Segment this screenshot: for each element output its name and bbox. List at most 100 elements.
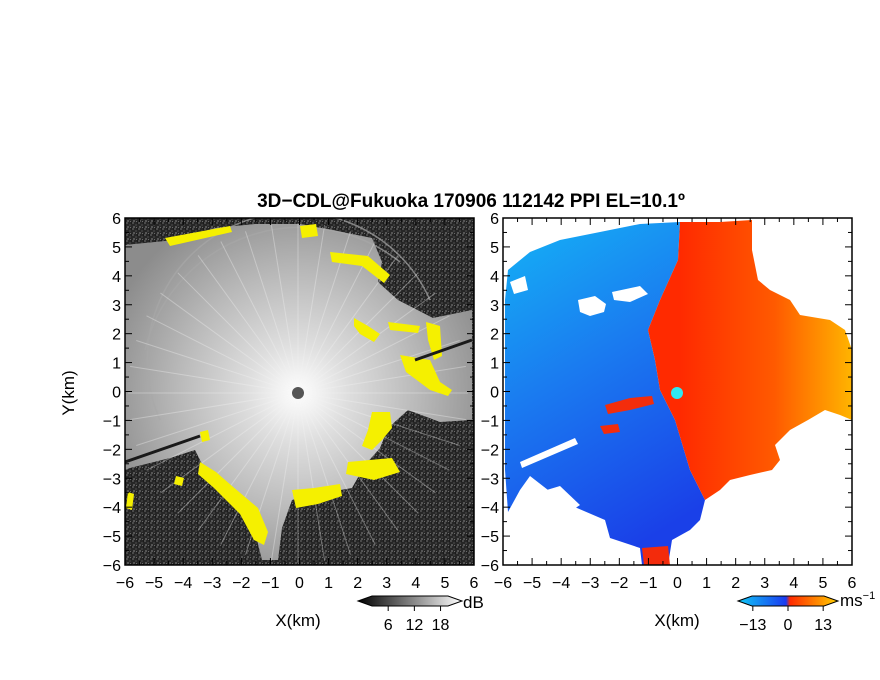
y-tick-label: 4 [490,269,499,286]
echo-ray [270,225,299,394]
velocity-receding-region [648,220,852,500]
x-tick-label: 1 [324,575,333,592]
reflectivity-radar-site [292,387,304,399]
x-tick-label: 6 [848,575,857,592]
x-tick-label: −4 [174,575,192,592]
x-tick-label: −6 [116,575,134,592]
y-tick-label: −4 [103,500,121,517]
x-tick-label: −5 [145,575,163,592]
x-tick-label: 1 [702,575,711,592]
y-tick-label: 3 [112,298,121,315]
x-tick-label: −1 [639,575,657,592]
y-tick-label: 1 [490,356,499,373]
echo-ray [160,392,299,494]
echo-ray [297,292,436,394]
echo-ray [146,392,299,471]
echo-ray [177,272,299,394]
echo-ray [130,365,299,394]
x-tick-label: −4 [552,575,570,592]
echo-ray [220,392,299,545]
x-tick-label: 3 [760,575,769,592]
colorbar-tick-label: 13 [814,617,832,634]
velocity-image [503,218,852,565]
echo-ray [160,292,299,394]
echo-ray [297,241,376,394]
y-tick-label: −6 [103,558,121,575]
echo-ray [130,392,299,421]
y-tick-label: −2 [103,442,121,459]
reflectivity-flagged-echoes [126,224,452,545]
reflectivity-image [125,218,474,565]
y-tick-label: 6 [112,211,121,228]
echo-ray [220,241,299,394]
x-tick-label: −3 [581,575,599,592]
chart-title: 3D−CDL@Fukuoka 170906 112142 PPI EL=10.1… [257,191,685,212]
x-tick-label: 4 [789,575,798,592]
x-tick-label: −1 [261,575,279,592]
x-tick-label: −5 [523,575,541,592]
reflectivity-colorbar-unit: dB [463,593,484,612]
reflectivity-panel: −6 −5 −4 −3 −2 −1 0 1 2 3 4 5 6 −6 −5 −4 −3 −2 −1 0 1 2 3 4 5 6 X… [59,211,479,630]
x-tick-label: −2 [232,575,250,592]
echo-ray [146,315,299,394]
y-tick-label: −1 [103,413,121,430]
velocity-colorbar-unit: ms−1 [840,590,875,610]
x-tick-label: 5 [818,575,827,592]
echo-ray [136,339,299,394]
velocity-approaching-region [505,222,705,565]
x-tick-label: 2 [731,575,740,592]
echo-ray [297,315,450,394]
velocity-radar-site [671,387,683,399]
y-tick-label: 4 [112,269,121,286]
x-tick-label: 6 [470,575,479,592]
echo-ray [297,392,352,555]
echo-ray [297,225,326,394]
echo-ray [136,392,299,447]
velocity-colorbar: −13 0 13 ms−1 [736,590,875,634]
y-tick-label: −3 [103,471,121,488]
y-tick-label: −3 [481,471,499,488]
echo-ray [197,392,299,531]
velocity-folded-echoes [600,396,670,565]
y-tick-label: −5 [481,529,499,546]
colorbar-tick-label: 18 [432,617,450,634]
y-tick-label: −4 [481,500,499,517]
x-tick-label: 5 [440,575,449,592]
echo-ray [297,365,466,394]
echo-ray [197,255,299,394]
x-tick-label: 2 [353,575,362,592]
echo-ray [297,392,326,561]
x-tick-label: 3 [382,575,391,592]
x-tick-label: 0 [295,575,304,592]
y-tick-label: −2 [481,442,499,459]
reflectivity-x-axis-label: X(km) [275,611,320,630]
y-tick-label: 6 [490,211,499,228]
y-tick-label: 1 [112,356,121,373]
reflectivity-axes: −6 −5 −4 −3 −2 −1 0 1 2 3 4 5 6 −6 −5 −4 −3 −2 −1 0 1 2 3 4 5 6 [103,211,479,592]
reflectivity-y-axis-label: Y(km) [59,370,78,415]
y-tick-label: −5 [103,529,121,546]
echo-ray [177,392,299,514]
echo-ray [297,392,399,531]
y-tick-label: −6 [481,558,499,575]
y-tick-label: 0 [112,385,121,402]
velocity-panel: −6 −5 −4 −3 −2 −1 0 1 2 3 4 5 6 −6 −5 −4 −3 −2 −1 0 1 2 3 4 5 6 X… [481,211,857,630]
colorbar-tick-label: 0 [784,617,793,634]
echo-ray [297,392,466,421]
x-tick-label: 4 [411,575,420,592]
echo-ray [297,272,419,394]
x-tick-label: −6 [494,575,512,592]
y-tick-label: 2 [490,327,499,344]
y-tick-label: 0 [490,385,499,402]
colorbar-tick-label: 12 [405,617,423,634]
colorbar-tick-label: −13 [739,617,766,634]
echo-ray [270,392,299,561]
y-tick-label: 2 [112,327,121,344]
x-tick-label: 0 [673,575,682,592]
y-tick-label: 5 [490,240,499,257]
x-tick-label: −2 [610,575,628,592]
velocity-x-axis-label: X(km) [654,611,699,630]
echo-ray [297,392,376,545]
y-tick-label: 5 [112,240,121,257]
